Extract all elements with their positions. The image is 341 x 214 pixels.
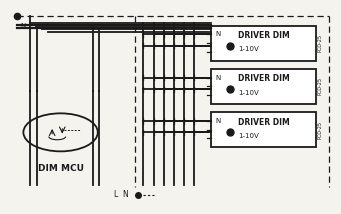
Text: N: N [20,22,25,28]
Text: N: N [216,118,221,124]
Text: L  N: L N [114,190,129,199]
FancyBboxPatch shape [211,69,316,104]
Text: PCD-25: PCD-25 [317,121,323,139]
Text: 1-10V: 1-10V [238,46,259,52]
FancyBboxPatch shape [211,112,316,147]
Text: 1-10V: 1-10V [238,90,259,96]
Text: 1-10V: 1-10V [238,133,259,139]
FancyBboxPatch shape [211,26,316,61]
Text: DIM MCU: DIM MCU [38,164,84,173]
Text: DRIVER DIM: DRIVER DIM [238,117,290,126]
Text: DRIVER DIM: DRIVER DIM [238,31,290,40]
Text: PCD-25: PCD-25 [317,34,323,52]
Text: N: N [216,31,221,37]
Text: N: N [216,75,221,81]
Text: PCD-25: PCD-25 [317,77,323,95]
Text: DRIVER DIM: DRIVER DIM [238,74,290,83]
